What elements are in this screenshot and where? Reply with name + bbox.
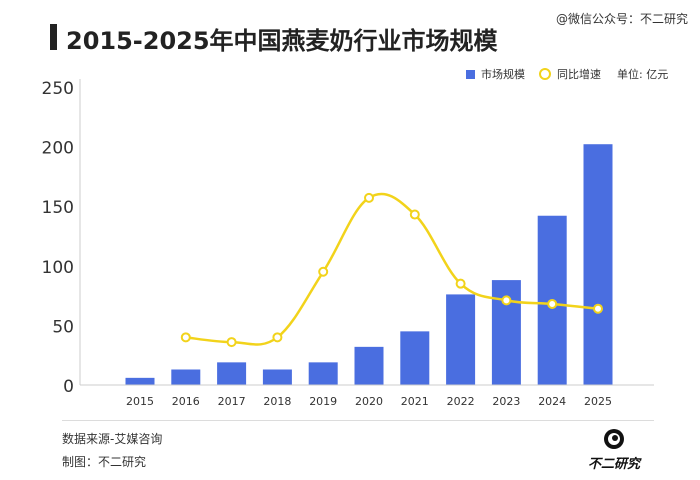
growth-point bbox=[226, 337, 237, 348]
growth-point bbox=[547, 298, 558, 309]
chart-title: 2015-2025年中国燕麦奶行业市场规模 bbox=[66, 27, 498, 55]
bar bbox=[171, 369, 201, 385]
x-tick-label: 2016 bbox=[172, 395, 200, 408]
growth-point bbox=[318, 266, 329, 277]
legend-bar-label: 市场规模 bbox=[481, 68, 525, 81]
x-tick-label: 2019 bbox=[309, 395, 337, 408]
growth-point bbox=[409, 209, 420, 220]
brand-face-icon bbox=[604, 429, 624, 449]
bar bbox=[446, 294, 476, 385]
x-tick-label: 2017 bbox=[218, 395, 246, 408]
brand-name: 不二研究 bbox=[587, 457, 640, 472]
legend-line-label: 同比增速 bbox=[557, 68, 601, 81]
bar-series bbox=[125, 144, 613, 385]
x-tick-label: 2023 bbox=[492, 395, 520, 408]
bar bbox=[125, 377, 155, 385]
growth-point bbox=[593, 303, 603, 314]
x-axis: 2015 2016 2017 2018 2019 2020 2021 2022 2023 2024… bbox=[80, 384, 654, 408]
data-source: 数据来源-艾媒咨询 bbox=[62, 432, 163, 446]
bar bbox=[262, 369, 292, 385]
growth-point bbox=[364, 192, 374, 203]
x-tick-label: 2024 bbox=[538, 395, 566, 408]
growth-point bbox=[501, 295, 512, 306]
x-tick-label: 2015 bbox=[126, 395, 154, 408]
x-tick-label: 2018 bbox=[263, 395, 291, 408]
growth-point bbox=[180, 332, 191, 343]
bar bbox=[354, 346, 384, 385]
growth-point bbox=[272, 332, 283, 343]
legend-bar-swatch bbox=[466, 69, 475, 79]
chart-canvas: 0 50 100 150 200 250 2015 2016 2017 2018 2019 2020… bbox=[42, 79, 654, 408]
chart-legend: 市场规模 同比增速 单位: 亿元 bbox=[466, 66, 668, 82]
chart-credit: 制图：不二研究 bbox=[62, 455, 147, 469]
x-tick-label: 2025 bbox=[584, 395, 612, 408]
x-tick-label: 2020 bbox=[355, 395, 383, 408]
growth-line bbox=[185, 192, 599, 346]
y-tick-label: 100 bbox=[42, 258, 74, 278]
bar bbox=[400, 331, 430, 385]
x-tick-label: 2022 bbox=[447, 395, 475, 408]
line-series bbox=[180, 192, 603, 348]
y-tick-label: 200 bbox=[42, 139, 74, 159]
legend-line-swatch bbox=[539, 68, 551, 80]
wechat-watermark: @微信公众号：不二研究 bbox=[555, 12, 688, 26]
bar bbox=[583, 144, 613, 385]
growth-point bbox=[455, 278, 466, 289]
y-tick-label: 150 bbox=[42, 198, 74, 218]
y-tick-label: 0 bbox=[63, 377, 74, 397]
y-tick-label: 50 bbox=[52, 317, 74, 337]
y-tick-label: 250 bbox=[42, 79, 74, 99]
brand-logo: 不二研究 bbox=[584, 428, 644, 474]
title-accent-bar bbox=[50, 24, 57, 50]
x-tick-label: 2021 bbox=[401, 395, 429, 408]
bar bbox=[217, 362, 247, 385]
footer-divider bbox=[62, 420, 654, 421]
y-axis: 0 50 100 150 200 250 bbox=[42, 79, 81, 397]
legend-unit: 单位: 亿元 bbox=[617, 68, 669, 81]
bar bbox=[308, 362, 338, 385]
